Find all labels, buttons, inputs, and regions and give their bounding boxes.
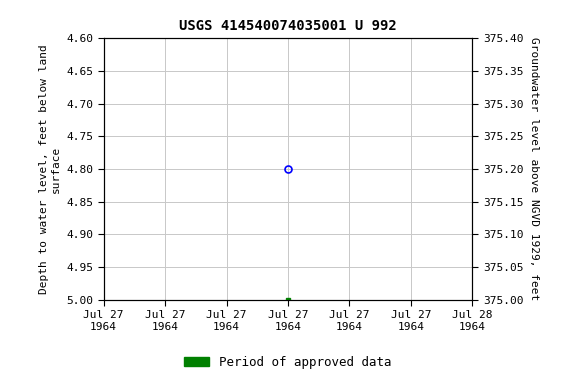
Y-axis label: Depth to water level, feet below land
surface: Depth to water level, feet below land su… (39, 44, 60, 294)
Y-axis label: Groundwater level above NGVD 1929, feet: Groundwater level above NGVD 1929, feet (529, 37, 539, 301)
Title: USGS 414540074035001 U 992: USGS 414540074035001 U 992 (179, 19, 397, 33)
Legend: Period of approved data: Period of approved data (179, 351, 397, 374)
